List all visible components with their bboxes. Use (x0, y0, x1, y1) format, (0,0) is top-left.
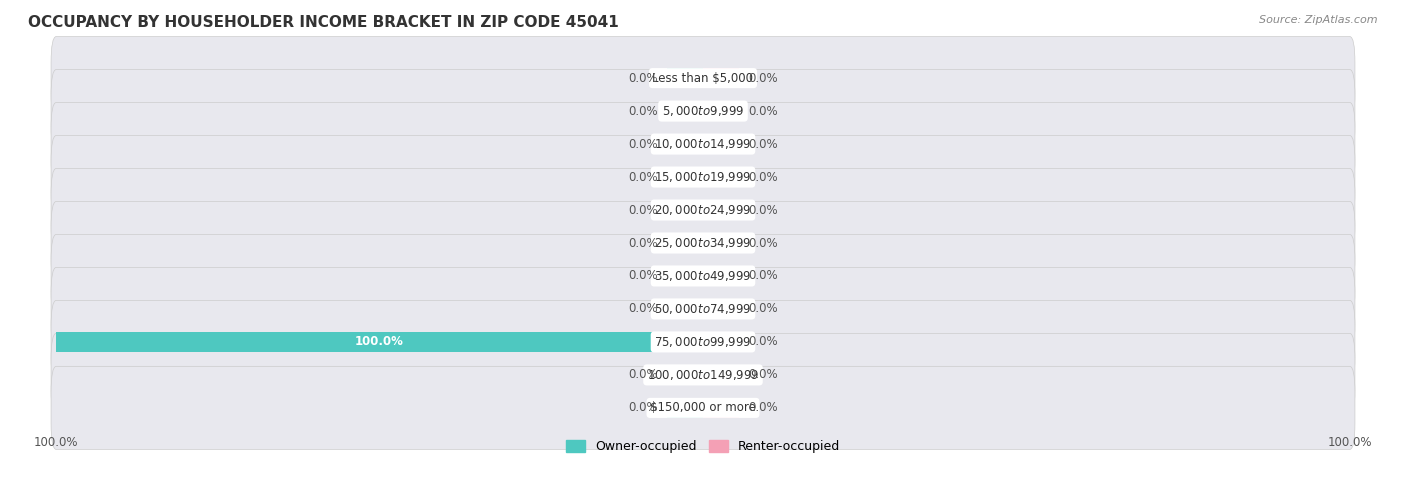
Bar (668, 233, 703, 253)
Text: 0.0%: 0.0% (748, 269, 778, 282)
Bar (703, 200, 738, 220)
Bar (668, 101, 703, 122)
Text: Less than $5,000: Less than $5,000 (652, 71, 754, 85)
Bar (703, 134, 738, 154)
Text: 0.0%: 0.0% (628, 368, 658, 382)
Bar (668, 200, 703, 220)
Text: 100.0%: 100.0% (356, 335, 404, 348)
Bar (703, 299, 738, 319)
Text: $35,000 to $49,999: $35,000 to $49,999 (654, 269, 752, 283)
Bar (703, 332, 738, 352)
Text: 0.0%: 0.0% (628, 237, 658, 249)
Bar (668, 364, 703, 385)
Text: 0.0%: 0.0% (628, 401, 658, 415)
Bar (668, 68, 703, 88)
Bar (703, 101, 738, 122)
Bar (668, 167, 703, 187)
FancyBboxPatch shape (51, 333, 1355, 417)
Text: 0.0%: 0.0% (628, 71, 658, 85)
FancyBboxPatch shape (51, 202, 1355, 285)
Text: 0.0%: 0.0% (748, 204, 778, 217)
Bar (703, 167, 738, 187)
Text: 0.0%: 0.0% (748, 335, 778, 348)
FancyBboxPatch shape (51, 36, 1355, 120)
Text: 0.0%: 0.0% (748, 401, 778, 415)
Text: 0.0%: 0.0% (748, 368, 778, 382)
Text: 0.0%: 0.0% (748, 138, 778, 151)
Bar (668, 266, 703, 286)
Text: $50,000 to $74,999: $50,000 to $74,999 (654, 302, 752, 316)
Text: $5,000 to $9,999: $5,000 to $9,999 (662, 104, 744, 118)
FancyBboxPatch shape (51, 234, 1355, 317)
Text: 0.0%: 0.0% (748, 302, 778, 315)
Text: 0.0%: 0.0% (628, 269, 658, 282)
Text: $25,000 to $34,999: $25,000 to $34,999 (654, 236, 752, 250)
Legend: Owner-occupied, Renter-occupied: Owner-occupied, Renter-occupied (561, 435, 845, 458)
Text: $100,000 to $149,999: $100,000 to $149,999 (647, 368, 759, 382)
Text: $150,000 or more: $150,000 or more (650, 401, 756, 415)
Text: 0.0%: 0.0% (748, 237, 778, 249)
FancyBboxPatch shape (51, 103, 1355, 186)
Text: 0.0%: 0.0% (628, 204, 658, 217)
Text: 0.0%: 0.0% (628, 104, 658, 118)
Bar (668, 299, 703, 319)
FancyBboxPatch shape (51, 69, 1355, 153)
Text: $20,000 to $24,999: $20,000 to $24,999 (654, 203, 752, 217)
Text: 0.0%: 0.0% (748, 71, 778, 85)
Bar (703, 364, 738, 385)
Text: OCCUPANCY BY HOUSEHOLDER INCOME BRACKET IN ZIP CODE 45041: OCCUPANCY BY HOUSEHOLDER INCOME BRACKET … (28, 15, 619, 30)
Bar (56, 332, 703, 352)
Text: 0.0%: 0.0% (748, 171, 778, 184)
Text: 0.0%: 0.0% (628, 302, 658, 315)
Bar (668, 398, 703, 418)
Text: $75,000 to $99,999: $75,000 to $99,999 (654, 335, 752, 349)
FancyBboxPatch shape (51, 267, 1355, 350)
Bar (703, 233, 738, 253)
FancyBboxPatch shape (51, 366, 1355, 450)
FancyBboxPatch shape (51, 300, 1355, 383)
Text: 0.0%: 0.0% (628, 171, 658, 184)
Text: Source: ZipAtlas.com: Source: ZipAtlas.com (1260, 15, 1378, 25)
FancyBboxPatch shape (51, 169, 1355, 252)
Bar (703, 68, 738, 88)
Bar (668, 134, 703, 154)
Bar (703, 398, 738, 418)
Text: 0.0%: 0.0% (628, 138, 658, 151)
Text: 0.0%: 0.0% (748, 104, 778, 118)
Text: $10,000 to $14,999: $10,000 to $14,999 (654, 137, 752, 151)
Bar (703, 266, 738, 286)
FancyBboxPatch shape (51, 136, 1355, 219)
Text: $15,000 to $19,999: $15,000 to $19,999 (654, 170, 752, 184)
